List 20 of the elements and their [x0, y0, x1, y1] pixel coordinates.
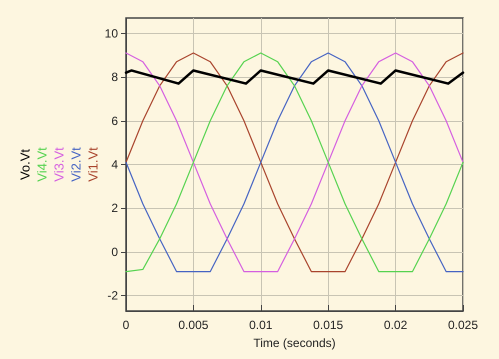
x-tick-label: 0	[122, 318, 130, 332]
y-tick-label: 4	[111, 158, 118, 172]
x-tick-label: 0.005	[178, 318, 209, 332]
y-tick-label: 6	[111, 114, 118, 128]
y-tick-label: 8	[111, 70, 118, 84]
x-tick-label: 0.015	[313, 318, 344, 332]
x-axis-title: Time (seconds)	[253, 336, 336, 350]
y-tick-label: 2	[111, 201, 118, 216]
y-tick-label: 10	[104, 26, 118, 40]
text: Vi3.Vt	[52, 146, 66, 182]
text: Vo.Vt	[18, 148, 32, 180]
x-tick-label: 0.01	[249, 318, 273, 332]
text: Vi4.Vt	[34, 146, 50, 182]
y-tick-label: 0	[111, 244, 118, 259]
text: Vi1.Vt	[86, 146, 100, 182]
x-tick-label: 0.025	[448, 318, 478, 332]
line-series	[125, 52, 464, 272]
y-tick-label: -2	[107, 288, 118, 303]
text: Vi2.Vt	[68, 146, 84, 182]
x-tick-label: 0.02	[384, 318, 408, 332]
